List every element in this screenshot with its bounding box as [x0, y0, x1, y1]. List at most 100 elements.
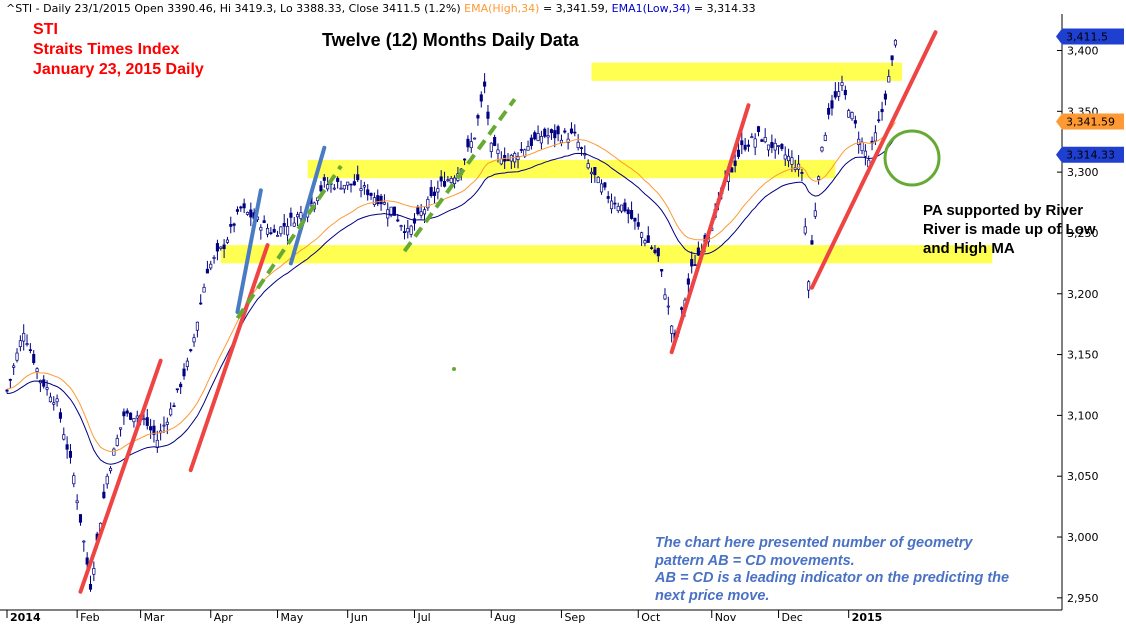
- candle-body: [102, 491, 106, 499]
- candle-body: [633, 217, 637, 222]
- candle-body: [680, 307, 684, 310]
- candle-body: [576, 141, 580, 149]
- candle-body: [48, 396, 52, 403]
- candle-body: [740, 140, 744, 146]
- candle-body: [496, 149, 500, 154]
- candle-body: [232, 223, 236, 226]
- candle-body: [579, 147, 584, 149]
- trend-line-red-4: [809, 30, 938, 290]
- candle-body: [272, 229, 276, 233]
- candle-body: [593, 167, 597, 176]
- y-tick-label: 3,000: [1067, 531, 1099, 544]
- candle-body: [169, 408, 173, 416]
- support-band-3: [220, 245, 993, 264]
- candle-body: [887, 76, 891, 83]
- candle-body: [643, 240, 647, 244]
- candle-body: [843, 89, 847, 96]
- candle-body: [533, 132, 537, 140]
- candle-body: [506, 159, 510, 161]
- candle-body: [646, 235, 650, 243]
- candle-body: [686, 278, 690, 285]
- candle-body: [837, 91, 841, 97]
- trend-line-red-3: [669, 103, 751, 355]
- candle-body: [783, 154, 787, 160]
- candle-body: [493, 137, 497, 146]
- candle-body: [666, 305, 670, 308]
- candle-body: [599, 183, 604, 193]
- candle-body: [463, 158, 467, 161]
- stray-dot: [452, 367, 456, 371]
- price-tags: 3,411.5 3,341.59 3,314.33: [1056, 28, 1124, 163]
- candle-body: [229, 224, 233, 227]
- candle-body: [369, 192, 373, 196]
- note-line1: The chart here presented number of geome…: [655, 535, 973, 551]
- candle-body: [108, 467, 113, 472]
- candle-body: [696, 247, 700, 256]
- candle-body: [556, 126, 560, 135]
- candle-body: [259, 227, 263, 231]
- candle-body: [362, 185, 366, 188]
- y-tick-label: 3,200: [1067, 288, 1099, 301]
- candle-body: [486, 111, 490, 119]
- candle-body: [663, 294, 667, 300]
- candle-body: [746, 144, 751, 147]
- candle-body: [179, 383, 183, 388]
- candle-body: [693, 264, 697, 266]
- candle-body: [175, 388, 179, 391]
- candle-body: [349, 183, 353, 186]
- candle-body: [222, 244, 226, 250]
- candle-body: [770, 142, 774, 148]
- candle-body: [88, 583, 93, 590]
- candle-body: [52, 402, 56, 405]
- candle-body: [883, 93, 887, 100]
- candle-body: [516, 156, 520, 160]
- price-tag-box: [1056, 28, 1124, 45]
- pa-annotation-line3: and High MA: [923, 240, 1015, 257]
- candle-body: [172, 405, 176, 408]
- y-tick-label: 3,150: [1067, 349, 1099, 362]
- candle-body: [860, 141, 864, 151]
- candle-body: [392, 206, 396, 216]
- candle-body: [195, 321, 199, 331]
- note-line3: AB = CD is a leading indicator on the pr…: [655, 570, 1010, 586]
- candle-body: [840, 82, 844, 86]
- candle-body: [813, 210, 817, 217]
- x-tick-label: Apr: [214, 611, 234, 624]
- candle-body: [75, 500, 79, 504]
- candle-body: [379, 195, 383, 205]
- candle-body: [559, 139, 563, 144]
- candle-body: [589, 171, 594, 175]
- candle-body: [756, 126, 761, 133]
- candle-body: [656, 248, 660, 257]
- candle-body: [790, 157, 794, 165]
- candle-body: [235, 209, 240, 212]
- price-tag-box: [1056, 146, 1124, 163]
- candle-body: [55, 398, 59, 403]
- candle-body: [319, 185, 323, 192]
- candle-body: [215, 243, 219, 252]
- x-tick-label: Feb: [80, 611, 99, 624]
- candle-body: [640, 232, 644, 238]
- candle-body: [192, 337, 196, 343]
- candle-body: [760, 139, 764, 142]
- price-tag-label: 3,341.59: [1066, 116, 1115, 129]
- candle-body: [446, 179, 450, 182]
- x-axis-ticks: 2014 Feb Mar Apr May Jun Jul Aug Sep Oct Nov Dec 201…: [6, 610, 882, 624]
- candle-body: [399, 225, 403, 227]
- ema-low-legend-value: = 3,314.33: [694, 2, 756, 15]
- candle-body: [753, 138, 757, 148]
- candle-body: [339, 187, 343, 190]
- candle-body: [165, 421, 169, 425]
- candle-body: [569, 128, 574, 134]
- candle-body: [573, 131, 577, 134]
- candle-body: [473, 137, 477, 140]
- x-tick-label: Aug: [494, 611, 515, 624]
- candle-body: [289, 212, 293, 218]
- candle-body: [205, 268, 209, 274]
- y-axis-ticks: 2,950 3,000 3,050 3,100 3,150 3,200 3,250 3,300…: [1057, 44, 1099, 605]
- candle-body: [212, 257, 216, 259]
- candle-body: [890, 55, 894, 61]
- candle-body: [376, 195, 380, 205]
- pa-annotation-line1: PA supported by River: [923, 202, 1084, 219]
- note-annotation: The chart here presented number of geome…: [655, 535, 1009, 605]
